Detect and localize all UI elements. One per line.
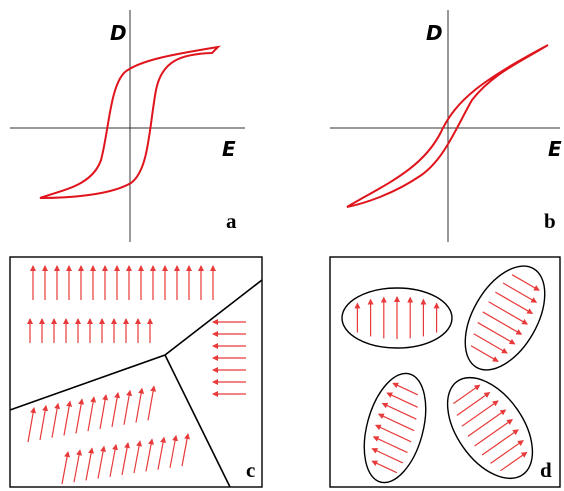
panel-label: d xyxy=(540,458,552,482)
hysteresis-loop xyxy=(40,47,218,198)
domain-wall xyxy=(165,355,230,487)
polarization-arrow xyxy=(471,346,498,362)
y-axis-label: D xyxy=(110,21,127,45)
domain-wall xyxy=(10,280,262,410)
polarization-arrow xyxy=(371,461,398,472)
polarization-arrow xyxy=(453,385,479,403)
polarization-arrow xyxy=(134,441,140,473)
polarization-arrow xyxy=(98,447,104,479)
panel-frame xyxy=(10,257,262,487)
x-axis-label: E xyxy=(548,137,562,161)
polarization-arrow xyxy=(495,292,532,313)
polarization-arrow xyxy=(475,420,513,446)
polarization-arrow xyxy=(148,386,154,420)
polarization-arrow xyxy=(112,393,118,427)
polarization-arrow xyxy=(462,401,498,426)
polarization-arrow xyxy=(491,441,523,464)
panel-b: D E b xyxy=(330,10,562,242)
y-axis-label: D xyxy=(426,21,443,45)
grain xyxy=(449,253,561,384)
panel-a: D E a xyxy=(10,10,245,242)
polarization-arrow xyxy=(40,406,46,440)
polarization-arrow xyxy=(52,404,58,438)
polarization-arrow xyxy=(158,438,164,470)
polarization-arrow xyxy=(392,383,419,394)
polarization-arrow xyxy=(482,430,518,455)
polarization-arrow xyxy=(468,410,506,436)
polarization-arrow xyxy=(381,403,418,419)
panel-label: a xyxy=(226,209,237,233)
polarization-arrow xyxy=(122,443,128,475)
grain-outline xyxy=(430,362,549,491)
x-axis-label: E xyxy=(222,137,236,161)
polarization-arrow xyxy=(457,393,489,416)
figure: D E a D E b c d xyxy=(0,0,564,491)
polarization-arrow xyxy=(28,408,34,442)
polarization-arrow xyxy=(74,450,80,482)
grain-outline xyxy=(353,367,436,490)
polarization-arrow xyxy=(500,452,526,470)
polarization-arrow xyxy=(512,275,539,291)
polarization-arrow xyxy=(371,449,404,463)
polarization-arrow xyxy=(386,393,419,407)
polarization-arrow xyxy=(88,397,94,431)
grain xyxy=(342,288,452,348)
polarization-arrow xyxy=(64,402,70,436)
polarization-arrow xyxy=(76,399,82,433)
polarization-arrow xyxy=(62,452,68,484)
polarization-arrow xyxy=(478,323,515,344)
grain xyxy=(353,367,436,490)
panel-d: d xyxy=(330,253,561,491)
polarization-arrow xyxy=(136,389,142,423)
panel-label: b xyxy=(544,209,556,233)
polarization-arrow xyxy=(489,302,528,324)
polarization-arrow xyxy=(146,439,152,471)
grain-outline xyxy=(449,253,561,384)
polarization-arrow xyxy=(170,436,176,468)
polarization-arrow xyxy=(372,437,409,453)
polarization-arrow xyxy=(124,391,130,425)
polarization-arrow xyxy=(110,445,116,477)
polarization-arrow xyxy=(100,395,106,429)
panel-label: c xyxy=(246,458,255,482)
polarization-arrow xyxy=(86,448,92,480)
grain xyxy=(430,362,549,491)
polarization-arrow xyxy=(483,312,522,334)
panel-c: c xyxy=(10,257,262,487)
polarization-arrow xyxy=(182,434,188,466)
